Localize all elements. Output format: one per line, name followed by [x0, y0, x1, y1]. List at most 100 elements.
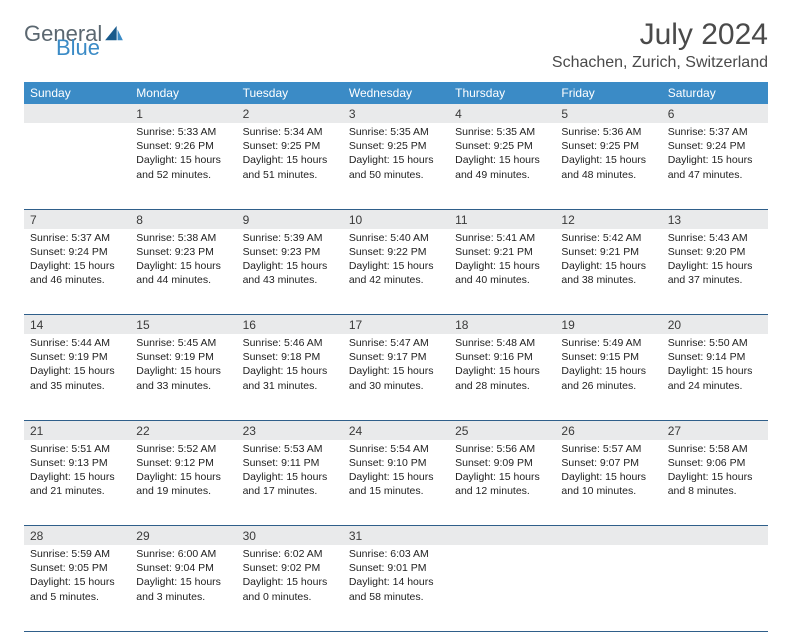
daylight-text: Daylight: 15 hours and 30 minutes. [349, 364, 443, 392]
day-number: 20 [662, 315, 768, 334]
day-cell: Sunrise: 5:49 AMSunset: 9:15 PMDaylight:… [555, 334, 661, 420]
day-number: 26 [555, 421, 661, 440]
sunset-text: Sunset: 9:25 PM [561, 139, 655, 153]
day-details: Sunrise: 5:49 AMSunset: 9:15 PMDaylight:… [555, 334, 661, 399]
day-details: Sunrise: 5:54 AMSunset: 9:10 PMDaylight:… [343, 440, 449, 505]
day-cell: Sunrise: 5:39 AMSunset: 9:23 PMDaylight:… [237, 229, 343, 315]
day-details: Sunrise: 5:47 AMSunset: 9:17 PMDaylight:… [343, 334, 449, 399]
day-details: Sunrise: 6:03 AMSunset: 9:01 PMDaylight:… [343, 545, 449, 610]
daylight-text: Daylight: 15 hours and 21 minutes. [30, 470, 124, 498]
daylight-text: Daylight: 15 hours and 52 minutes. [136, 153, 230, 181]
day-details: Sunrise: 5:50 AMSunset: 9:14 PMDaylight:… [662, 334, 768, 399]
day-number: 24 [343, 421, 449, 440]
day-cell: Sunrise: 5:48 AMSunset: 9:16 PMDaylight:… [449, 334, 555, 420]
day-number: 30 [237, 526, 343, 545]
daynum-row: 28293031 [24, 526, 768, 546]
day-details: Sunrise: 5:34 AMSunset: 9:25 PMDaylight:… [237, 123, 343, 188]
weekday-header: Saturday [662, 82, 768, 104]
day-cell: Sunrise: 5:35 AMSunset: 9:25 PMDaylight:… [343, 123, 449, 209]
daylight-text: Daylight: 15 hours and 50 minutes. [349, 153, 443, 181]
day-details: Sunrise: 5:35 AMSunset: 9:25 PMDaylight:… [343, 123, 449, 188]
day-details: Sunrise: 5:37 AMSunset: 9:24 PMDaylight:… [662, 123, 768, 188]
day-details: Sunrise: 5:53 AMSunset: 9:11 PMDaylight:… [237, 440, 343, 505]
day-number: 25 [449, 421, 555, 440]
day-cell: Sunrise: 5:38 AMSunset: 9:23 PMDaylight:… [130, 229, 236, 315]
daylight-text: Daylight: 15 hours and 46 minutes. [30, 259, 124, 287]
day-cell: Sunrise: 5:44 AMSunset: 9:19 PMDaylight:… [24, 334, 130, 420]
weekday-header-row: Sunday Monday Tuesday Wednesday Thursday… [24, 82, 768, 104]
daynum-row: 78910111213 [24, 209, 768, 229]
sunrise-text: Sunrise: 5:46 AM [243, 336, 337, 350]
day-number: 1 [130, 104, 236, 123]
sunset-text: Sunset: 9:25 PM [455, 139, 549, 153]
day-cell: Sunrise: 5:34 AMSunset: 9:25 PMDaylight:… [237, 123, 343, 209]
content-row: Sunrise: 5:44 AMSunset: 9:19 PMDaylight:… [24, 334, 768, 420]
day-details: Sunrise: 5:33 AMSunset: 9:26 PMDaylight:… [130, 123, 236, 188]
daylight-text: Daylight: 14 hours and 58 minutes. [349, 575, 443, 603]
daylight-text: Daylight: 15 hours and 43 minutes. [243, 259, 337, 287]
sunrise-text: Sunrise: 5:34 AM [243, 125, 337, 139]
day-number [662, 526, 768, 545]
day-number: 5 [555, 104, 661, 123]
day-details: Sunrise: 5:52 AMSunset: 9:12 PMDaylight:… [130, 440, 236, 505]
sunset-text: Sunset: 9:21 PM [561, 245, 655, 259]
daylight-text: Daylight: 15 hours and 51 minutes. [243, 153, 337, 181]
sunset-text: Sunset: 9:19 PM [136, 350, 230, 364]
weekday-header: Friday [555, 82, 661, 104]
sunset-text: Sunset: 9:24 PM [30, 245, 124, 259]
daylight-text: Daylight: 15 hours and 24 minutes. [668, 364, 762, 392]
daylight-text: Daylight: 15 hours and 40 minutes. [455, 259, 549, 287]
sunrise-text: Sunrise: 5:50 AM [668, 336, 762, 350]
daylight-text: Daylight: 15 hours and 28 minutes. [455, 364, 549, 392]
sunrise-text: Sunrise: 5:37 AM [30, 231, 124, 245]
sunrise-text: Sunrise: 5:43 AM [668, 231, 762, 245]
daylight-text: Daylight: 15 hours and 17 minutes. [243, 470, 337, 498]
daylight-text: Daylight: 15 hours and 8 minutes. [668, 470, 762, 498]
day-details: Sunrise: 5:44 AMSunset: 9:19 PMDaylight:… [24, 334, 130, 399]
day-cell: Sunrise: 5:35 AMSunset: 9:25 PMDaylight:… [449, 123, 555, 209]
day-number: 2 [237, 104, 343, 123]
sunrise-text: Sunrise: 5:53 AM [243, 442, 337, 456]
daylight-text: Daylight: 15 hours and 47 minutes. [668, 153, 762, 181]
sunrise-text: Sunrise: 5:42 AM [561, 231, 655, 245]
day-details: Sunrise: 5:41 AMSunset: 9:21 PMDaylight:… [449, 229, 555, 294]
header: General Blue July 2024 Schachen, Zurich,… [24, 18, 768, 72]
day-number: 9 [237, 210, 343, 229]
daylight-text: Daylight: 15 hours and 38 minutes. [561, 259, 655, 287]
sunrise-text: Sunrise: 5:36 AM [561, 125, 655, 139]
sunrise-text: Sunrise: 5:47 AM [349, 336, 443, 350]
sunset-text: Sunset: 9:07 PM [561, 456, 655, 470]
sunset-text: Sunset: 9:20 PM [668, 245, 762, 259]
day-number: 8 [130, 210, 236, 229]
sunset-text: Sunset: 9:06 PM [668, 456, 762, 470]
day-details: Sunrise: 5:43 AMSunset: 9:20 PMDaylight:… [662, 229, 768, 294]
day-cell: Sunrise: 5:52 AMSunset: 9:12 PMDaylight:… [130, 440, 236, 526]
content-row: Sunrise: 5:37 AMSunset: 9:24 PMDaylight:… [24, 229, 768, 315]
day-number [449, 526, 555, 545]
sunset-text: Sunset: 9:23 PM [243, 245, 337, 259]
day-number: 6 [662, 104, 768, 123]
sunrise-text: Sunrise: 5:35 AM [455, 125, 549, 139]
day-cell [24, 123, 130, 209]
day-number: 18 [449, 315, 555, 334]
day-cell: Sunrise: 5:53 AMSunset: 9:11 PMDaylight:… [237, 440, 343, 526]
daylight-text: Daylight: 15 hours and 26 minutes. [561, 364, 655, 392]
location-label: Schachen, Zurich, Switzerland [552, 54, 768, 72]
sunrise-text: Sunrise: 5:59 AM [30, 547, 124, 561]
sunset-text: Sunset: 9:05 PM [30, 561, 124, 575]
day-cell: Sunrise: 5:37 AMSunset: 9:24 PMDaylight:… [662, 123, 768, 209]
sunrise-text: Sunrise: 5:56 AM [455, 442, 549, 456]
day-cell: Sunrise: 5:33 AMSunset: 9:26 PMDaylight:… [130, 123, 236, 209]
daylight-text: Daylight: 15 hours and 3 minutes. [136, 575, 230, 603]
daylight-text: Daylight: 15 hours and 15 minutes. [349, 470, 443, 498]
sunset-text: Sunset: 9:13 PM [30, 456, 124, 470]
title-block: July 2024 Schachen, Zurich, Switzerland [552, 18, 768, 72]
sunset-text: Sunset: 9:22 PM [349, 245, 443, 259]
sunset-text: Sunset: 9:21 PM [455, 245, 549, 259]
sunset-text: Sunset: 9:12 PM [136, 456, 230, 470]
day-number: 17 [343, 315, 449, 334]
day-cell [449, 545, 555, 631]
day-cell: Sunrise: 5:59 AMSunset: 9:05 PMDaylight:… [24, 545, 130, 631]
sunset-text: Sunset: 9:25 PM [349, 139, 443, 153]
day-number: 21 [24, 421, 130, 440]
